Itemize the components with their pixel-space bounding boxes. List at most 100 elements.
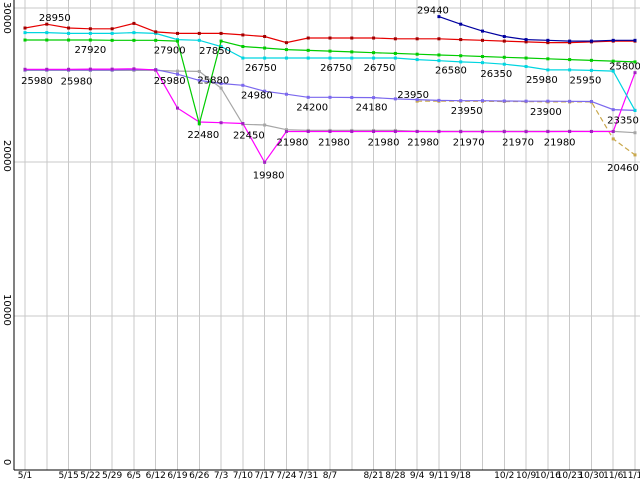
point-label: 23900 [530, 107, 562, 118]
red-line-marker [306, 36, 310, 40]
x-axis-tick-label: 7/3 [214, 471, 228, 480]
point-label: 26750 [320, 63, 352, 74]
green-line-marker [306, 48, 310, 52]
cyan-line-marker [328, 56, 332, 60]
magenta-line-marker [67, 67, 71, 71]
cyan-line-marker [611, 69, 615, 73]
magenta-line-marker [284, 130, 288, 134]
red-line-marker [176, 31, 179, 35]
x-axis-tick-label: 9/11 [429, 471, 449, 480]
navy-line-marker [633, 38, 637, 42]
green-line-marker [459, 54, 463, 58]
magenta-line-marker [306, 130, 310, 134]
magenta-line-marker [459, 130, 463, 134]
magenta-line-marker [546, 130, 550, 134]
green-line-marker [154, 38, 158, 42]
cyan-line-marker [306, 56, 310, 60]
green-line-marker [350, 50, 354, 54]
point-label: 24180 [356, 103, 388, 114]
magenta-line-marker [176, 106, 179, 110]
purple-line-marker [524, 99, 528, 103]
green-line-marker [197, 122, 201, 126]
gray-line-marker [263, 123, 267, 127]
point-label: 21980 [407, 138, 439, 149]
cyan-line-marker [263, 56, 267, 60]
khaki-dashed-line-marker [415, 99, 419, 103]
green-line-marker [219, 39, 223, 43]
x-axis-tick-label: 8/28 [385, 471, 405, 480]
purple-line-marker [306, 95, 310, 99]
cyan-line-marker [197, 38, 201, 42]
x-axis-tick-label: 9/18 [451, 471, 471, 480]
point-label: 27900 [154, 45, 186, 56]
x-axis: 5/1 5/15 5/22 5/29 6/5 6/12 6/19 6/26 7/3 7/10 7/1… [18, 471, 640, 480]
cyan-line-marker [415, 58, 419, 62]
cyan-line-marker [88, 31, 92, 35]
magenta-line-marker [328, 130, 332, 134]
purple-line-marker [589, 99, 593, 103]
point-label: 25980 [21, 76, 53, 87]
navy-line-marker [481, 29, 484, 33]
cyan-line-marker [176, 38, 179, 42]
y-axis-tick-label: 10000 [1, 293, 12, 326]
magenta-line-marker [481, 130, 484, 134]
navy-line-marker [502, 34, 506, 38]
purple-line-marker [350, 95, 354, 99]
purple-line-marker [481, 99, 484, 103]
x-axis-tick-label: 11/13 [622, 471, 640, 480]
green-line-marker [372, 51, 376, 55]
green-line-marker [328, 49, 332, 53]
x-axis-tick-label: 6/12 [146, 471, 166, 480]
cyan-line-marker [45, 31, 49, 35]
green-line-marker [415, 52, 419, 56]
red-line-marker [524, 40, 528, 44]
point-label: 27920 [74, 45, 106, 56]
red-line-marker [328, 36, 332, 40]
green-line-marker [176, 39, 179, 43]
y-axis-tick-label: 0 [1, 459, 12, 466]
x-axis-tick-label: 8/21 [363, 471, 383, 480]
gray-line-marker [219, 86, 223, 90]
purple-line-marker [502, 99, 506, 103]
navy-line-marker [437, 15, 441, 19]
magenta-line-marker [23, 67, 27, 71]
cyan-line-marker [524, 65, 528, 69]
red-line-marker [110, 27, 114, 31]
navy-line-marker [568, 39, 572, 43]
point-label: 23950 [451, 106, 483, 117]
point-label: 22480 [187, 130, 219, 141]
red-line-marker [132, 21, 136, 25]
cyan-line-marker [568, 68, 572, 72]
cyan-line-marker [481, 61, 484, 65]
magenta-line-marker [110, 67, 114, 71]
gray-line-marker [176, 69, 179, 73]
green-line-marker [502, 55, 506, 59]
red-line-marker [88, 27, 92, 31]
magenta-line-marker [437, 130, 441, 134]
navy-line-marker [589, 39, 593, 43]
magenta-line-marker [502, 130, 506, 134]
x-axis-tick-label: 7/10 [233, 471, 253, 480]
y-axis-tick-label: 30000 [1, 2, 12, 34]
point-label: 19980 [253, 170, 285, 181]
cyan-line-marker [23, 31, 27, 35]
point-label: 23950 [397, 90, 429, 101]
green-line-marker [241, 45, 245, 48]
green-line-marker [589, 58, 593, 62]
red-line-marker [219, 31, 223, 35]
cyan-line-marker [393, 56, 397, 60]
red-line-marker [350, 36, 354, 40]
cyan-line-marker [372, 56, 376, 60]
point-label: 25800 [609, 62, 640, 73]
cyan-line-marker [154, 31, 158, 35]
cyan-line-marker [546, 68, 550, 72]
magenta-line-marker [568, 130, 572, 134]
point-label: 26750 [245, 63, 277, 74]
cyan-line-marker [459, 60, 463, 64]
magenta-line-marker [263, 160, 267, 164]
point-label: 29440 [417, 6, 449, 17]
point-labels: 28950 25980 25980 27920 27900 25980 27850 25880… [21, 6, 640, 182]
green-line-marker [568, 58, 572, 62]
